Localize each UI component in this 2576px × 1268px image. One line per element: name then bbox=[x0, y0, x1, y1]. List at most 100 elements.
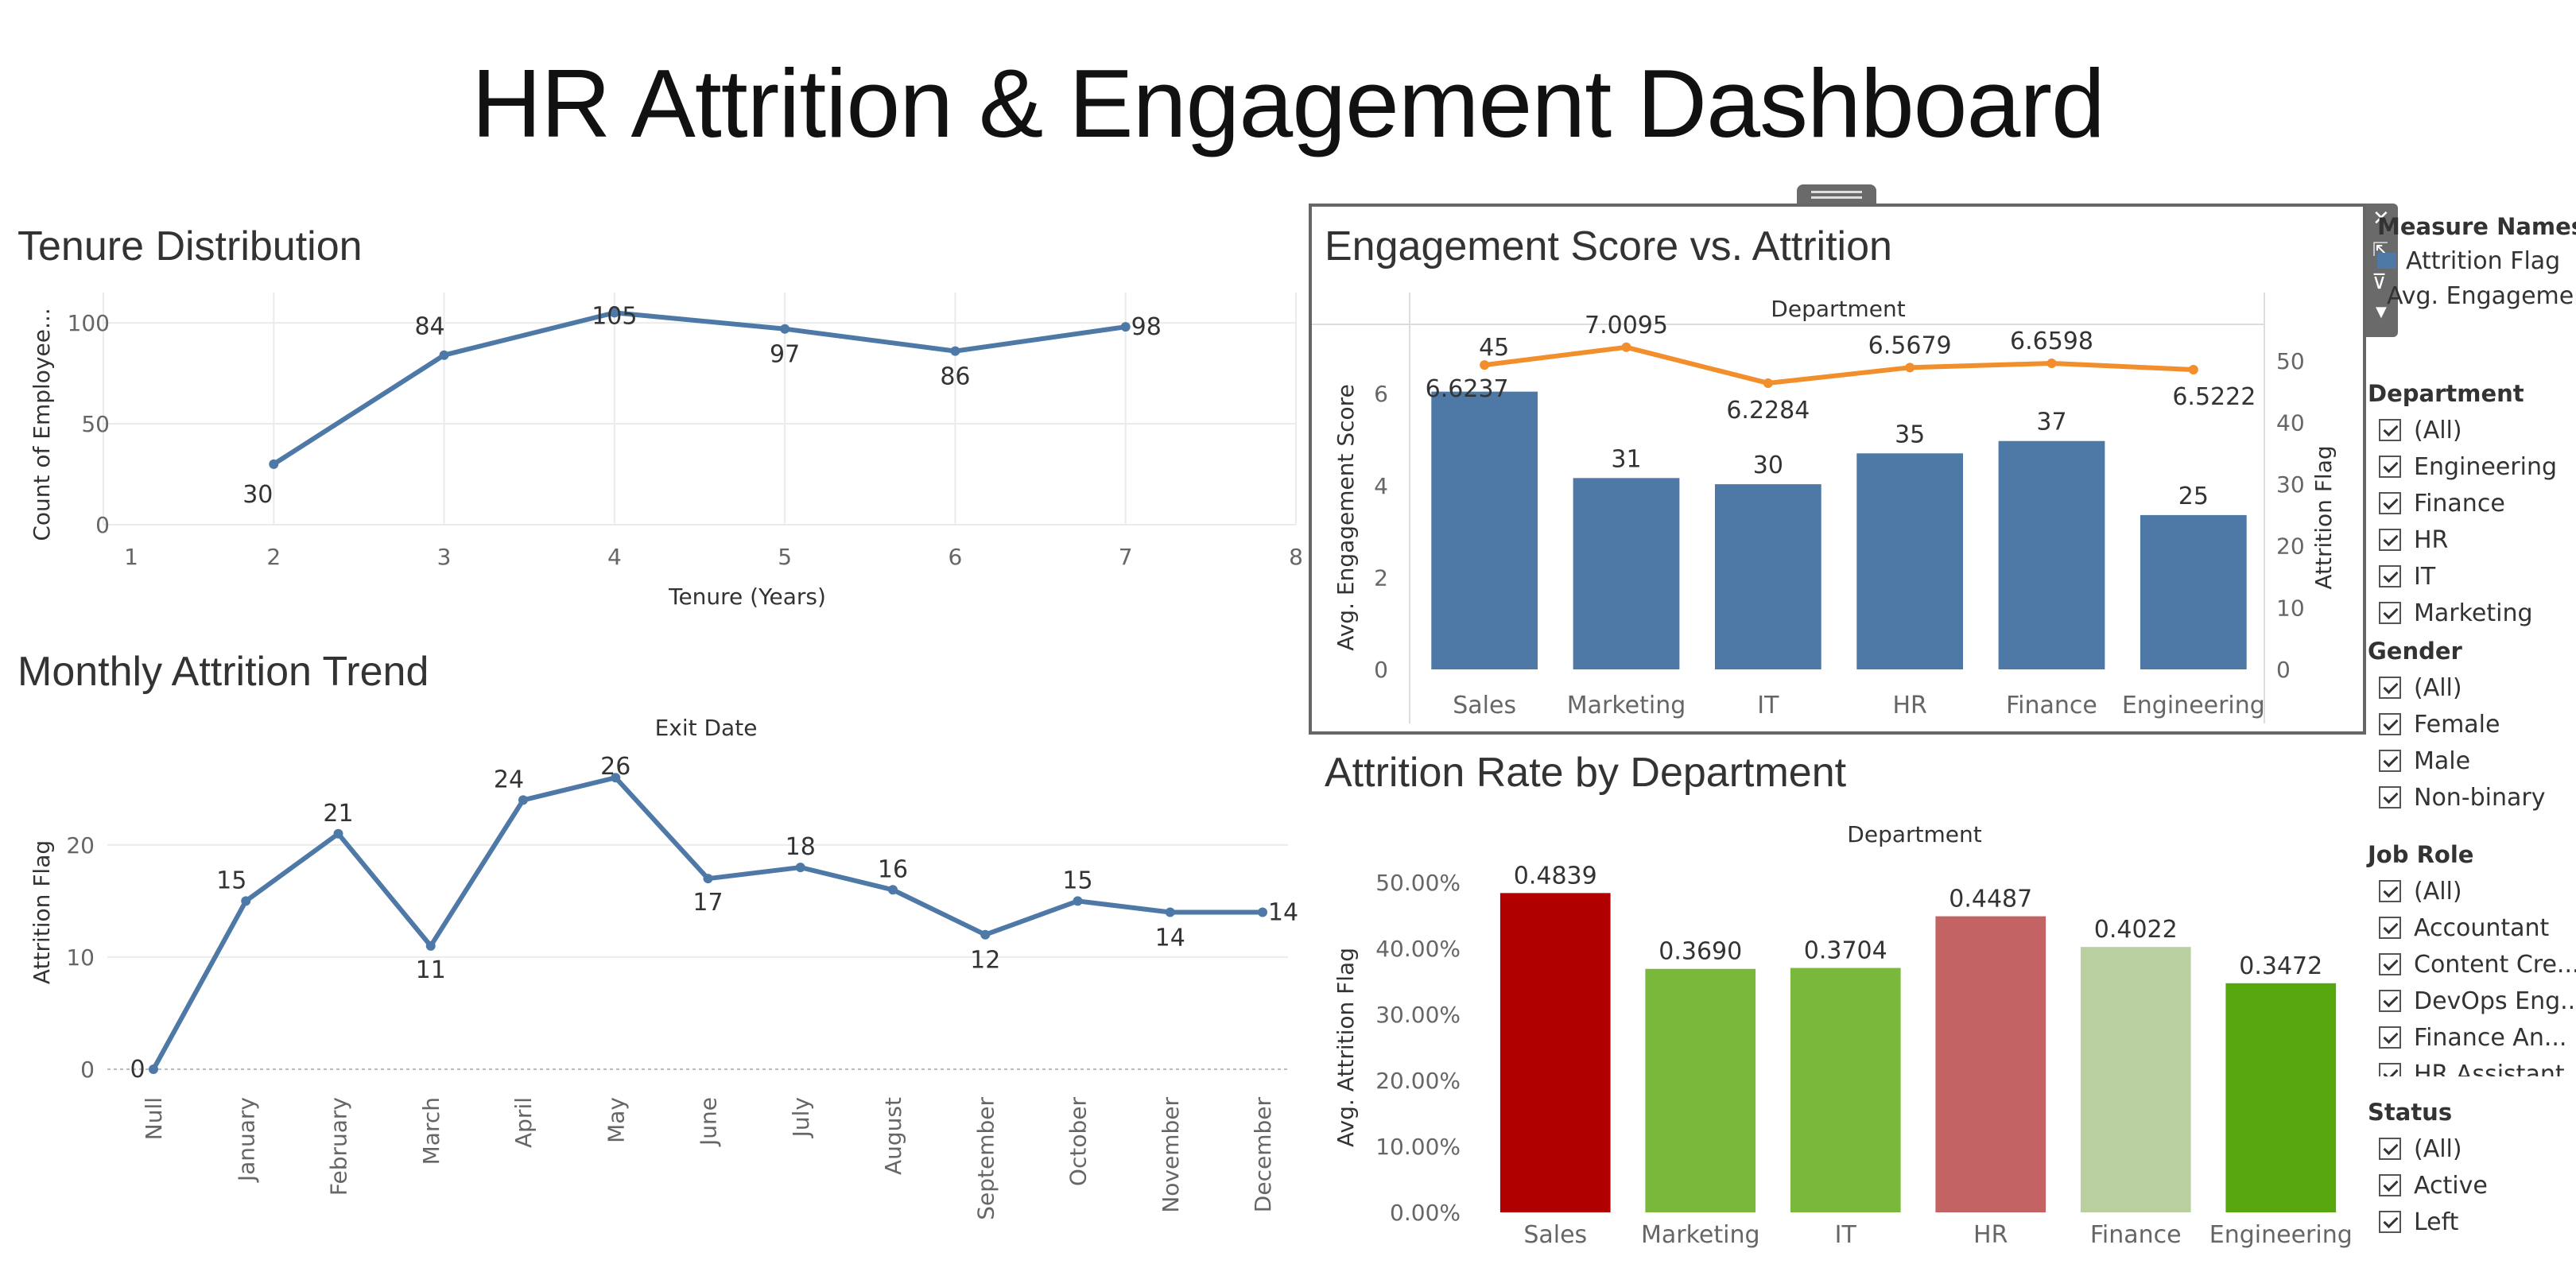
y-tick-label: 0.00% bbox=[1390, 1200, 1461, 1226]
x-tick-label: Marketing bbox=[1567, 692, 1686, 719]
y-tick-label: 4 bbox=[1374, 473, 1388, 499]
checkbox-checked[interactable] bbox=[2379, 713, 2401, 735]
filter-option[interactable]: Non-binary bbox=[2379, 779, 2576, 816]
panel-toolbar: ✕ ⇱ ⊽ ▼ bbox=[2366, 204, 2398, 337]
data-label: 97 bbox=[770, 341, 800, 369]
attrition-bar bbox=[1431, 391, 1538, 669]
filter-option[interactable]: IT bbox=[2379, 558, 2576, 595]
checkbox-checked[interactable] bbox=[2379, 990, 2401, 1012]
engagement-chart[interactable]: Department 0 2 4 6 0 10 20 30 40 50 Avg. Engagement… bbox=[1312, 286, 2369, 731]
x-tick-label: 1 bbox=[124, 544, 138, 570]
bar-label: 0.4839 bbox=[1514, 862, 1597, 890]
legend-item-attrition[interactable]: Attrition Flag bbox=[2377, 243, 2576, 278]
data-label: 0 bbox=[130, 1056, 145, 1084]
y-tick-label: 50 bbox=[81, 411, 110, 437]
monthly-chart[interactable]: Exit Date 0 10 20 Attrition Flag Null January F… bbox=[0, 708, 1312, 1264]
filter-option[interactable]: Left bbox=[2379, 1204, 2576, 1240]
checkbox-checked[interactable] bbox=[2379, 1063, 2401, 1076]
rate-bar bbox=[1645, 968, 1756, 1212]
rate-chart[interactable]: Department 0.00% 10.00% 20.00% 30.00% 40.00% 5… bbox=[1312, 811, 2369, 1268]
engagement-panel-frame[interactable] bbox=[1309, 204, 2366, 735]
job-role-list[interactable]: (All) Accountant Content Cre... DevOps E… bbox=[2368, 873, 2576, 1076]
chart-header: Department bbox=[1771, 296, 1905, 322]
checkbox-checked[interactable] bbox=[2379, 1174, 2401, 1196]
filter-option[interactable]: (All) bbox=[2379, 669, 2576, 706]
measure-legend: Measure Names Attrition Flag Avg. Engage… bbox=[2377, 213, 2576, 313]
checkbox-checked[interactable] bbox=[2379, 419, 2401, 441]
x-tick-label: Sales bbox=[1453, 692, 1516, 719]
checkbox-checked[interactable] bbox=[2379, 786, 2401, 808]
checkbox-checked[interactable] bbox=[2379, 953, 2401, 975]
line-label: 6.6237 bbox=[1426, 375, 1509, 403]
checkbox-checked[interactable] bbox=[2379, 750, 2401, 772]
filter-option[interactable]: Finance bbox=[2379, 485, 2576, 522]
attrition-bar bbox=[1998, 440, 2105, 669]
x-tick-label: 8 bbox=[1289, 544, 1303, 570]
y2-tick-label: 50 bbox=[2276, 348, 2305, 374]
data-label: 105 bbox=[592, 302, 637, 330]
filter-option[interactable]: (All) bbox=[2379, 873, 2576, 909]
rate-bar bbox=[1790, 967, 1901, 1212]
filter-option[interactable]: HR Assistant bbox=[2379, 1056, 2576, 1076]
attrition-bar bbox=[1573, 478, 1680, 669]
dropdown-icon[interactable]: ▼ bbox=[2376, 304, 2387, 320]
filter-option[interactable]: Marketing bbox=[2379, 595, 2576, 631]
checkbox-checked[interactable] bbox=[2379, 492, 2401, 514]
line-label: 7.0095 bbox=[1585, 312, 1668, 339]
y2-tick-label: 10 bbox=[2276, 595, 2305, 621]
close-icon[interactable]: ✕ bbox=[2372, 207, 2390, 231]
checkbox-checked[interactable] bbox=[2379, 529, 2401, 551]
department-list[interactable]: (All) Engineering Finance HR IT Marketin… bbox=[2368, 412, 2576, 650]
gender-list[interactable]: (All) Female Male Non-binary bbox=[2368, 669, 2576, 816]
filter-option[interactable]: (All) bbox=[2379, 1130, 2576, 1167]
checkbox-checked[interactable] bbox=[2379, 1026, 2401, 1049]
y-tick-label: 40.00% bbox=[1375, 936, 1461, 962]
filter-title-status: Status bbox=[2368, 1099, 2453, 1126]
filter-option[interactable]: Accountant bbox=[2379, 909, 2576, 946]
filter-option[interactable]: Finance An... bbox=[2379, 1019, 2576, 1056]
data-point bbox=[269, 459, 279, 469]
checkbox-checked[interactable] bbox=[2379, 677, 2401, 699]
data-point bbox=[241, 896, 251, 906]
filter-option[interactable]: Active bbox=[2379, 1167, 2576, 1204]
filter-option[interactable]: Male bbox=[2379, 743, 2576, 779]
y-tick-label: 20.00% bbox=[1375, 1068, 1461, 1094]
x-tick-label: HR bbox=[1973, 1221, 2008, 1249]
line-label: 6.6598 bbox=[2010, 328, 2093, 355]
attrition-bar bbox=[2140, 514, 2247, 669]
dashboard-title: HR Attrition & Engagement Dashboard bbox=[471, 49, 2105, 157]
filter-option[interactable]: HR bbox=[2379, 522, 2576, 558]
filter-option[interactable]: Engineering bbox=[2379, 448, 2576, 485]
tenure-chart[interactable]: 1 2 3 4 5 6 7 8 0 50 100 Tenure (Years) Count of Emp… bbox=[0, 270, 1312, 620]
bar-label: 0.3690 bbox=[1658, 938, 1742, 966]
y-tick-label: 10.00% bbox=[1375, 1134, 1461, 1160]
checkbox-checked[interactable] bbox=[2379, 1211, 2401, 1233]
filter-option[interactable]: Content Cre... bbox=[2379, 946, 2576, 983]
filter-icon[interactable]: ⊽ bbox=[2372, 270, 2388, 294]
legend-item-engagement[interactable]: Avg. Engagement Score bbox=[2387, 281, 2576, 310]
y2-axis-title: Attrition Flag bbox=[2310, 445, 2337, 589]
checkbox-checked[interactable] bbox=[2379, 565, 2401, 587]
status-list[interactable]: (All) Active Left bbox=[2368, 1130, 2576, 1240]
bar-label: 45 bbox=[1479, 334, 1509, 362]
data-point bbox=[1165, 907, 1175, 917]
bar-label: 37 bbox=[2036, 409, 2066, 436]
checkbox-checked[interactable] bbox=[2379, 917, 2401, 939]
checkbox-checked[interactable] bbox=[2379, 456, 2401, 478]
x-tick-label: 6 bbox=[949, 544, 963, 570]
bar-label: 0.3472 bbox=[2239, 952, 2322, 980]
filter-option[interactable]: (All) bbox=[2379, 412, 2576, 448]
engagement-line bbox=[1484, 344, 2194, 386]
filter-option[interactable]: DevOps Eng... bbox=[2379, 983, 2576, 1019]
filter-option[interactable]: Female bbox=[2379, 706, 2576, 743]
checkbox-checked[interactable] bbox=[2379, 602, 2401, 624]
monthly-title: Monthly Attrition Trend bbox=[17, 649, 429, 695]
x-tick-label: March bbox=[418, 1097, 444, 1165]
data-point bbox=[888, 885, 898, 895]
rate-bar bbox=[1935, 916, 2046, 1212]
checkbox-checked[interactable] bbox=[2379, 880, 2401, 902]
data-point bbox=[333, 828, 343, 839]
checkbox-checked[interactable] bbox=[2379, 1138, 2401, 1160]
drag-handle[interactable] bbox=[1797, 184, 1876, 207]
data-label: 17 bbox=[692, 889, 723, 917]
